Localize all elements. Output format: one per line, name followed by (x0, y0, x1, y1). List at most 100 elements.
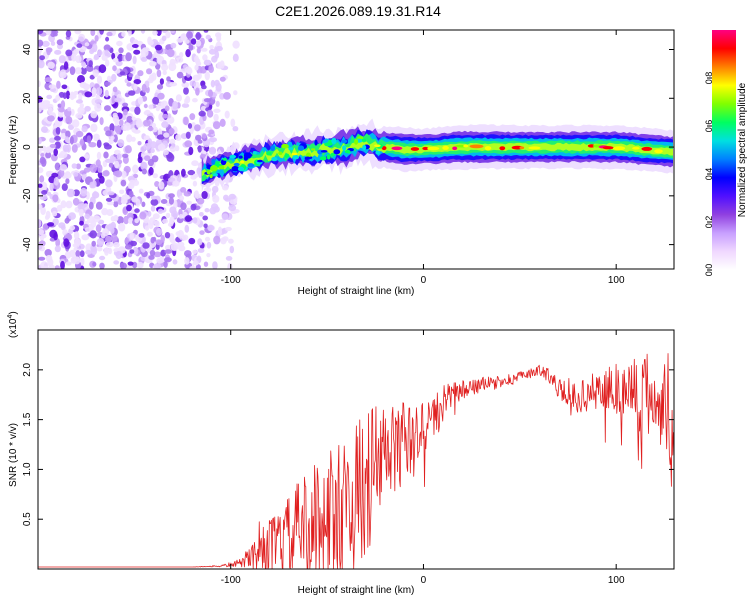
noise-cell (184, 75, 193, 81)
noise-cell (159, 78, 164, 85)
noise-cell (169, 138, 176, 145)
noise-cell (221, 213, 229, 221)
noise-cell (76, 43, 83, 48)
noise-cell (149, 249, 156, 257)
signal-blob (320, 150, 328, 153)
noise-cell (121, 31, 126, 37)
noise-cell (105, 130, 112, 137)
noise-cell (70, 108, 75, 116)
noise-cell (163, 260, 168, 269)
noise-cell (165, 212, 171, 219)
snr-y-tick-label: 0.5 (22, 512, 33, 526)
noise-cell (47, 115, 55, 122)
noise-cell (197, 248, 205, 253)
noise-cell (67, 188, 75, 198)
hotspot (654, 149, 663, 154)
noise-cell (55, 238, 61, 248)
noise-cell (192, 217, 198, 224)
noise-cell (138, 188, 144, 194)
noise-cell (156, 69, 162, 78)
noise-cell (208, 65, 215, 73)
noise-cell (223, 92, 231, 100)
noise-cell (53, 177, 59, 186)
noise-cell (80, 257, 85, 266)
signal-blob (222, 158, 228, 161)
noise-cell (45, 254, 53, 262)
noise-cell (186, 200, 192, 205)
noise-cell (225, 226, 232, 232)
noise-cell (138, 233, 145, 238)
noise-cell (140, 146, 146, 153)
noise-cell (131, 196, 139, 203)
noise-cell (47, 61, 55, 69)
noise-cell (54, 141, 61, 149)
colorbar-tick-label: 0.4 (704, 168, 714, 181)
snr-y-tick-label: 1.5 (22, 412, 33, 426)
noise-cell (104, 81, 111, 87)
hotspot (602, 146, 614, 150)
noise-cell (40, 102, 46, 111)
signal-blob (237, 166, 245, 172)
noise-cell (80, 187, 88, 197)
noise-cell (168, 177, 176, 183)
noise-cell (58, 55, 66, 64)
noise-cell (75, 130, 84, 138)
noise-cell (119, 262, 127, 269)
hotspot (442, 145, 449, 150)
noise-cell (94, 103, 102, 112)
noise-cell (176, 71, 184, 79)
noise-cell (103, 142, 110, 147)
noise-cell (120, 179, 127, 187)
hotspot (391, 146, 403, 151)
noise-cell (123, 125, 128, 131)
noise-cell (149, 61, 157, 67)
noise-cell (184, 215, 193, 222)
noise-cell (174, 145, 180, 152)
noise-cell (79, 138, 84, 146)
noise-cell (137, 156, 143, 164)
noise-cell (187, 169, 196, 176)
noise-cell (152, 30, 158, 36)
signal-blob (281, 143, 289, 149)
noise-cell (49, 183, 54, 191)
noise-cell (38, 30, 44, 35)
noise-cell (165, 31, 171, 39)
noise-cell (64, 217, 70, 224)
noise-cell (192, 180, 198, 187)
noise-cell (40, 181, 48, 190)
noise-cell (141, 201, 146, 208)
noise-cell (170, 242, 179, 251)
noise-cell (113, 241, 120, 248)
signal-blob (206, 170, 211, 175)
noise-cell (153, 52, 161, 58)
noise-cell (188, 146, 194, 156)
noise-cell (168, 62, 177, 72)
signal-blob (210, 165, 218, 172)
signal-blob (342, 145, 347, 151)
hotspot (641, 146, 653, 151)
noise-cell (215, 82, 222, 92)
hotspot (469, 144, 484, 149)
noise-cell (147, 126, 154, 131)
noise-cell (150, 236, 155, 244)
noise-cell (104, 105, 111, 112)
noise-cell (166, 76, 171, 82)
noise-cell (126, 134, 133, 143)
noise-cell (41, 233, 47, 239)
noise-cell (180, 34, 185, 41)
noise-cell (64, 172, 72, 179)
hotspot (632, 146, 640, 150)
noise-cell (86, 135, 92, 144)
noise-cell (75, 250, 81, 258)
noise-cell (186, 31, 193, 39)
noise-cell (81, 125, 88, 133)
noise-cell (135, 119, 141, 128)
signal-blob (291, 152, 298, 156)
snr-series-line (38, 353, 674, 569)
noise-cell (58, 107, 65, 113)
noise-cell (134, 208, 140, 213)
noise-cell (102, 228, 109, 237)
noise-cell (90, 30, 96, 36)
noise-cell (203, 30, 209, 33)
noise-cell (140, 30, 146, 34)
